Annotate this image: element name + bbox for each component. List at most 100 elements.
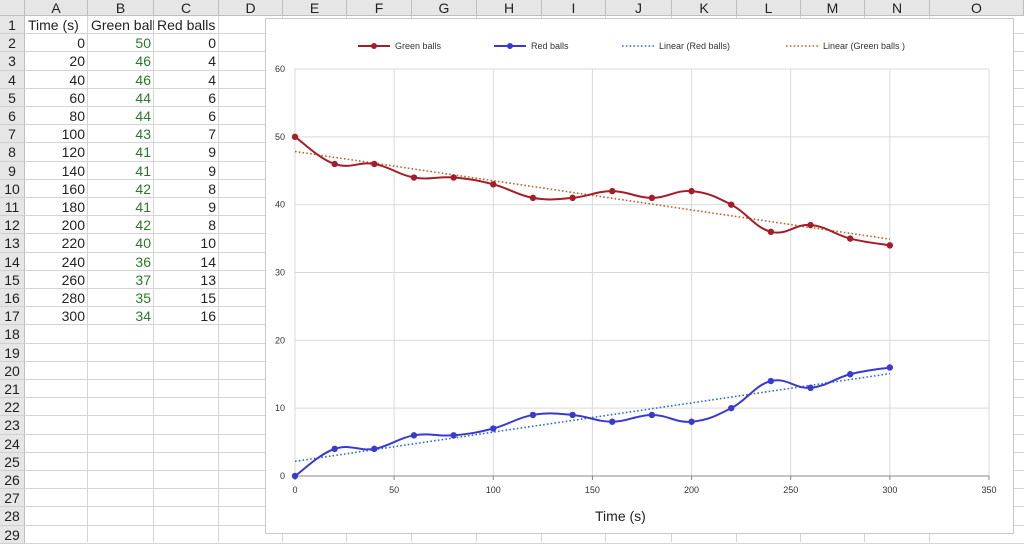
data-cell[interactable]: 46 — [135, 53, 151, 70]
data-cell[interactable]: 16 — [200, 308, 216, 325]
data-cell[interactable]: 40 — [69, 71, 85, 88]
row-header-24[interactable]: 24 — [0, 434, 25, 453]
column-header-l[interactable]: L — [737, 0, 801, 16]
row-header-17[interactable]: 17 — [0, 307, 25, 326]
row-header-12[interactable]: 12 — [0, 216, 25, 235]
data-cell[interactable]: 20 — [69, 53, 85, 70]
data-cell[interactable]: 280 — [61, 290, 85, 306]
data-cell[interactable]: 8 — [208, 180, 216, 197]
data-cell[interactable]: 41 — [135, 144, 151, 161]
row-header-11[interactable]: 11 — [0, 198, 25, 217]
data-cell[interactable]: 260 — [61, 271, 85, 288]
row-header-5[interactable]: 5 — [0, 88, 25, 107]
row-header-7[interactable]: 7 — [0, 125, 25, 144]
row-header-4[interactable]: 4 — [0, 70, 25, 89]
data-cell[interactable]: 8 — [208, 217, 216, 234]
row-header-1[interactable]: 1 — [0, 16, 25, 35]
row-header-8[interactable]: 8 — [0, 143, 25, 162]
data-cell[interactable]: 36 — [135, 253, 151, 270]
data-cell[interactable]: 0 — [77, 35, 85, 52]
data-cell[interactable]: 35 — [135, 290, 151, 306]
data-cell[interactable]: 160 — [61, 180, 85, 197]
column-header-f[interactable]: F — [347, 0, 412, 16]
data-cell[interactable]: 200 — [61, 217, 85, 234]
row-header-20[interactable]: 20 — [0, 361, 25, 380]
data-cell[interactable]: 34 — [135, 308, 151, 325]
column-header-d[interactable]: D — [219, 0, 283, 16]
data-cell[interactable]: 120 — [61, 144, 85, 161]
data-cell[interactable]: 41 — [135, 199, 151, 215]
header-cell[interactable]: Green ball — [91, 17, 154, 33]
column-header-o[interactable]: O — [930, 0, 1024, 16]
row-header-29[interactable]: 29 — [0, 525, 25, 544]
column-header-n[interactable]: N — [865, 0, 930, 16]
data-cell[interactable]: 40 — [135, 235, 151, 252]
trendline-green-balls — [294, 150, 890, 240]
column-header-i[interactable]: I — [542, 0, 606, 16]
data-cell[interactable]: 6 — [208, 89, 216, 106]
data-cell[interactable]: 60 — [69, 89, 85, 106]
row-header-13[interactable]: 13 — [0, 234, 25, 253]
row-header-16[interactable]: 16 — [0, 289, 25, 308]
line-chart[interactable]: 0 10 20 30 40 50 60 0 50 100 150 200 250 300 350 Time (… — [265, 18, 1014, 534]
row-header-19[interactable]: 19 — [0, 343, 25, 362]
data-cell[interactable]: 4 — [208, 71, 216, 88]
data-cell[interactable]: 14 — [200, 253, 216, 270]
header-cell[interactable]: Time (s) — [28, 17, 79, 33]
column-header-m[interactable]: M — [801, 0, 865, 16]
data-cell[interactable]: 42 — [135, 217, 151, 234]
row-header-22[interactable]: 22 — [0, 398, 25, 417]
row-header-25[interactable]: 25 — [0, 452, 25, 471]
data-cell[interactable]: 9 — [208, 199, 216, 215]
data-cell[interactable]: 43 — [135, 126, 151, 143]
data-cell[interactable]: 220 — [61, 235, 85, 252]
data-cell[interactable]: 180 — [61, 199, 85, 215]
row-header-27[interactable]: 27 — [0, 489, 25, 508]
data-cell[interactable]: 6 — [208, 108, 216, 124]
data-point-red-balls — [767, 377, 775, 385]
row-header-6[interactable]: 6 — [0, 107, 25, 126]
column-header-b[interactable]: B — [88, 0, 154, 16]
row-header-2[interactable]: 2 — [0, 34, 25, 53]
data-cell[interactable]: 7 — [208, 126, 216, 143]
header-cell[interactable]: Red balls — [157, 17, 216, 33]
data-cell[interactable]: 4 — [208, 53, 216, 70]
data-cell[interactable]: 44 — [135, 89, 151, 106]
row-header-21[interactable]: 21 — [0, 380, 25, 399]
data-point-green-balls — [291, 133, 299, 141]
row-header-15[interactable]: 15 — [0, 270, 25, 289]
data-cell[interactable]: 9 — [208, 162, 216, 179]
row-header-26[interactable]: 26 — [0, 471, 25, 490]
data-cell[interactable]: 44 — [135, 108, 151, 124]
row-header-9[interactable]: 9 — [0, 161, 25, 180]
data-cell[interactable]: 240 — [61, 253, 85, 270]
row-header-18[interactable]: 18 — [0, 325, 25, 344]
data-cell[interactable]: 9 — [208, 144, 216, 161]
column-header-e[interactable]: E — [283, 0, 347, 16]
row-header-23[interactable]: 23 — [0, 416, 25, 435]
data-cell[interactable]: 46 — [135, 71, 151, 88]
data-cell[interactable]: 42 — [135, 180, 151, 197]
data-cell[interactable]: 100 — [61, 126, 85, 143]
column-header-h[interactable]: H — [477, 0, 542, 16]
column-header-a[interactable]: A — [25, 0, 88, 16]
row-header-10[interactable]: 10 — [0, 179, 25, 198]
data-cell[interactable]: 300 — [61, 308, 85, 325]
column-header-k[interactable]: K — [672, 0, 737, 16]
row-header-14[interactable]: 14 — [0, 252, 25, 271]
data-cell[interactable]: 50 — [135, 35, 151, 52]
row-header-3[interactable]: 3 — [0, 52, 25, 71]
data-cell[interactable]: 15 — [200, 290, 216, 306]
column-header-g[interactable]: G — [412, 0, 477, 16]
data-cell[interactable]: 13 — [200, 271, 216, 288]
data-cell[interactable]: 10 — [200, 235, 216, 252]
data-cell[interactable]: 80 — [69, 108, 85, 124]
row-header-28[interactable]: 28 — [0, 507, 25, 526]
data-cell[interactable]: 0 — [208, 35, 216, 52]
data-cell[interactable]: 140 — [61, 162, 85, 179]
data-cell[interactable]: 41 — [135, 162, 151, 179]
column-header-j[interactable]: J — [606, 0, 672, 16]
column-header-c[interactable]: C — [154, 0, 219, 16]
select-all-corner[interactable] — [0, 0, 25, 16]
data-cell[interactable]: 37 — [135, 271, 151, 288]
